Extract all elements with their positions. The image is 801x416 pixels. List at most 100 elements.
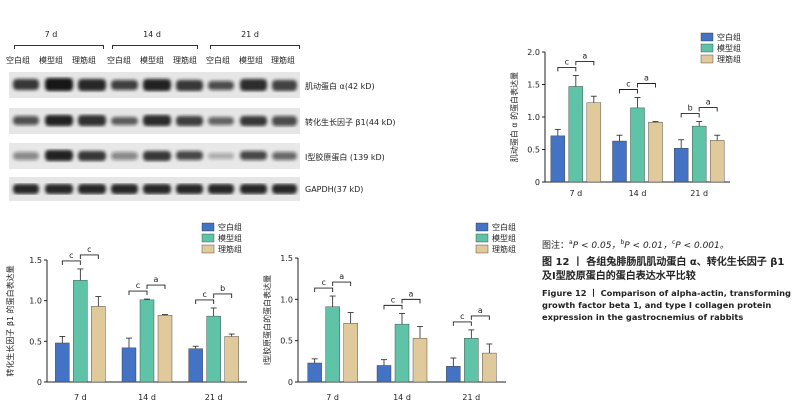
significance-label: b xyxy=(688,104,693,113)
legend-swatch xyxy=(475,222,489,232)
significance-bracket xyxy=(401,298,421,304)
significance-bracket xyxy=(698,107,718,112)
significance-bracket xyxy=(557,66,577,72)
significance-bracket xyxy=(79,254,99,259)
blot-lane-label: 理筋组 xyxy=(173,56,197,65)
sup-b: b xyxy=(620,239,625,246)
x-tick-label: 14 d xyxy=(629,189,647,198)
bar xyxy=(139,299,155,383)
note-c: P < 0.001。 xyxy=(675,241,729,251)
significance-label: c xyxy=(202,290,206,299)
bar xyxy=(446,366,461,383)
y-tick-label: 0.5 xyxy=(527,146,540,155)
blot-lane-label: 空白组 xyxy=(6,56,30,65)
bar xyxy=(157,315,173,383)
blot-lane-label: 模型组 xyxy=(140,56,164,65)
bar xyxy=(550,135,566,183)
blot-row-label: 转化生长因子 β1(44 kD) xyxy=(305,118,396,127)
caption-note: 图注：aP < 0.05，bP < 0.01，cP < 0.001。 xyxy=(542,236,792,253)
x-tick-label: 7 d xyxy=(326,393,339,402)
blot-group-bracket xyxy=(112,45,198,49)
x-tick-label: 21 d xyxy=(690,189,708,198)
blot-strip xyxy=(9,143,300,169)
blot-strip xyxy=(9,72,300,98)
significance-bracket xyxy=(575,60,595,66)
significance-label: c xyxy=(69,251,73,260)
significance-label: a xyxy=(706,98,711,107)
blot-group-label: 14 d xyxy=(143,30,161,39)
sup-c: c xyxy=(671,239,676,246)
legend-swatch xyxy=(475,244,489,254)
legend-swatch xyxy=(201,233,215,243)
significance-bracket xyxy=(195,299,215,304)
significance-label: b xyxy=(220,284,225,293)
bar-chart-tgf-beta1: 0 0.5 1.0 1.5 转化生长因子 β1 的蛋白表达量 c c 7 d c a 14 d c b 2… xyxy=(5,222,247,402)
bar xyxy=(709,140,725,183)
y-tick-label: 1.0 xyxy=(29,297,42,306)
blot-row-label: GAPDH(37 kD) xyxy=(305,185,364,194)
y-tick-label: 0.5 xyxy=(29,337,42,346)
significance-label: c xyxy=(136,281,140,290)
figure-caption: 图注：aP < 0.05，bP < 0.01，cP < 0.001。 图 12 … xyxy=(542,236,792,323)
caption-title-en: Figure 12 丨 Comparison of alpha-actin, t… xyxy=(542,288,791,322)
bar xyxy=(91,306,106,383)
bar xyxy=(482,352,497,383)
significance-label: c xyxy=(321,278,325,287)
legend-label: 空白组 xyxy=(218,222,242,232)
bar xyxy=(325,306,340,383)
legend-label: 空白组 xyxy=(717,32,741,42)
bar xyxy=(206,315,221,383)
caption-note-prefix: 图注： xyxy=(542,241,570,251)
legend-label: 模型组 xyxy=(492,233,516,243)
bar xyxy=(648,121,663,183)
significance-label: a xyxy=(582,51,587,60)
bar xyxy=(394,323,410,383)
bar xyxy=(224,336,239,383)
legend-swatch xyxy=(475,233,489,243)
legend-label: 理筋组 xyxy=(492,244,516,254)
bar xyxy=(188,348,203,383)
y-axis-label: 转化生长因子 β1 的蛋白表达量 xyxy=(5,265,15,376)
significance-bracket xyxy=(213,293,233,298)
y-tick-label: 1.0 xyxy=(280,295,293,304)
y-tick-label: 1.5 xyxy=(527,81,540,90)
bar xyxy=(73,280,88,383)
y-tick-label: 0 xyxy=(535,178,540,187)
bar xyxy=(343,323,358,383)
blot-lane-label: 理筋组 xyxy=(72,56,96,65)
blot-row-label: 肌动蛋白 α(42 kD) xyxy=(305,82,375,91)
y-tick-label: 0.5 xyxy=(280,337,293,346)
bar-chart-collagen-i: 0 0.5 1.0 1.5 Ⅰ型胶原蛋白的蛋白表达量 c a 7 d c a 14 d c a 21 d 空… xyxy=(262,222,516,402)
bar-chart-alpha-actin: 0 0.5 1.0 1.5 2.0 肌动蛋白 α 的蛋白表达量 c a 7 d c a 14 d b a 2… xyxy=(509,32,741,198)
blot-row-label: Ⅰ型胶原蛋白 (139 kD) xyxy=(305,153,385,162)
note-b: P < 0.01， xyxy=(624,241,672,251)
significance-bracket xyxy=(680,113,700,118)
blot-lane-label: 空白组 xyxy=(206,56,230,65)
significance-bracket xyxy=(619,89,638,94)
y-tick-label: 0 xyxy=(37,378,42,387)
significance-bracket xyxy=(61,260,81,265)
significance-bracket xyxy=(452,321,472,326)
bar xyxy=(412,337,428,383)
legend-swatch xyxy=(700,43,714,53)
significance-label: c xyxy=(391,295,395,304)
bar xyxy=(673,147,689,183)
sup-a: a xyxy=(569,239,573,246)
x-tick-label: 14 d xyxy=(138,393,156,402)
blot-lane-label: 理筋组 xyxy=(271,56,295,65)
legend-label: 模型组 xyxy=(717,43,741,53)
significance-label: c xyxy=(626,80,630,89)
significance-label: c xyxy=(460,312,464,321)
blot-strips xyxy=(9,72,300,201)
significance-label: a xyxy=(478,306,483,315)
significance-label: c xyxy=(565,57,569,66)
significance-bracket xyxy=(383,304,403,310)
legend-swatch xyxy=(201,222,215,232)
blot-lane-label: 空白组 xyxy=(107,56,131,65)
legend-swatch xyxy=(700,32,714,42)
y-tick-label: 2.0 xyxy=(527,48,540,57)
blot-strip xyxy=(9,108,300,134)
blot-group-bracket xyxy=(210,45,300,49)
bar xyxy=(612,140,627,183)
blot-group-label: 7 d xyxy=(44,30,58,39)
